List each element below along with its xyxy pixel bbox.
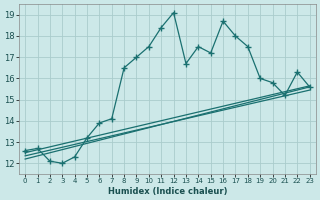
X-axis label: Humidex (Indice chaleur): Humidex (Indice chaleur) bbox=[108, 187, 227, 196]
